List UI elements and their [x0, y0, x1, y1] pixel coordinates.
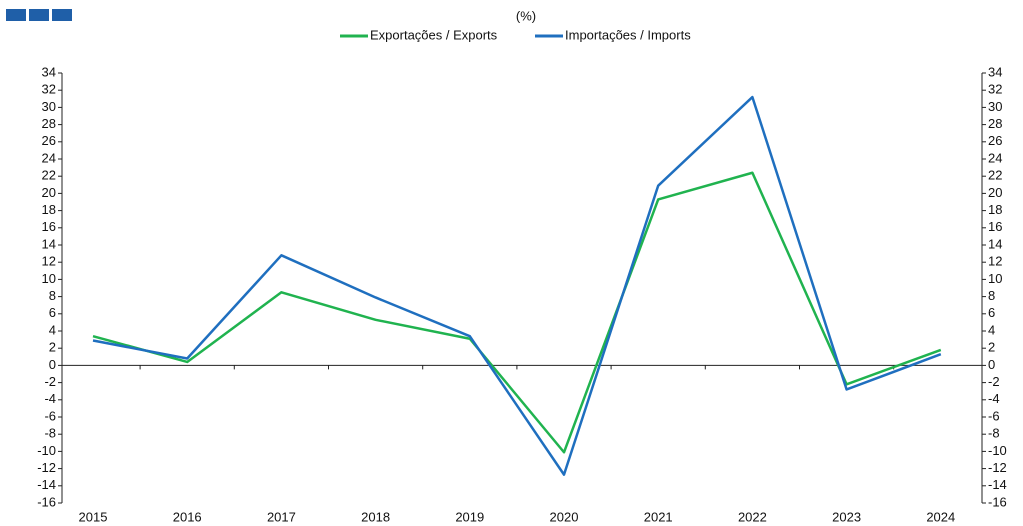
y2-tick-label: 0	[988, 357, 995, 372]
y-tick-label: 34	[42, 64, 56, 79]
y-tick-label: 10	[42, 271, 56, 286]
x-tick-label: 2018	[361, 509, 390, 524]
y-tick-label: 26	[42, 133, 56, 148]
y2-tick-label: -16	[988, 494, 1007, 509]
y2-tick-label: 16	[988, 219, 1002, 234]
line-series	[92, 171, 942, 454]
y-tick-label: 0	[49, 357, 56, 372]
y2-tick-label: -2	[988, 374, 1000, 389]
y-tick-label: 14	[42, 236, 56, 251]
logo-block	[52, 9, 72, 21]
y2-tick-label: 2	[988, 340, 995, 355]
y-tick-label: -4	[44, 391, 56, 406]
x-tick-label: 2017	[267, 509, 296, 524]
y-tick-label: 24	[42, 150, 56, 165]
y2-tick-label: -4	[988, 391, 1000, 406]
y-tick-label: 16	[42, 219, 56, 234]
legend-label: Exportações / Exports	[370, 27, 498, 42]
y2-tick-label: 20	[988, 185, 1002, 200]
y-tick-label: 20	[42, 185, 56, 200]
legend-label: Importações / Imports	[565, 27, 691, 42]
y2-tick-label: -10	[988, 443, 1007, 458]
y2-tick-label: 8	[988, 288, 995, 303]
y2-tick-label: 24	[988, 150, 1002, 165]
y2-tick-label: 26	[988, 133, 1002, 148]
y2-tick-label: 14	[988, 236, 1002, 251]
y-tick-label: -10	[37, 443, 56, 458]
x-tick-label: 2024	[926, 509, 955, 524]
y-tick-label: 8	[49, 288, 56, 303]
x-tick-label: 2022	[738, 509, 767, 524]
x-tick-label: 2016	[173, 509, 202, 524]
y-tick-label: 28	[42, 116, 56, 131]
y2-tick-label: -6	[988, 408, 1000, 423]
logo-block	[29, 9, 49, 21]
y2-tick-label: 32	[988, 82, 1002, 97]
y-tick-label: -16	[37, 494, 56, 509]
x-tick-label: 2020	[550, 509, 579, 524]
y-tick-label: 18	[42, 202, 56, 217]
chart-subtitle: (%)	[516, 8, 536, 23]
y2-tick-label: 12	[988, 254, 1002, 269]
y2-tick-label: -14	[988, 477, 1007, 492]
y-tick-label: 2	[49, 340, 56, 355]
y2-tick-label: 30	[988, 99, 1002, 114]
y-tick-label: -6	[44, 408, 56, 423]
x-tick-label: 2019	[455, 509, 484, 524]
y-tick-label: 32	[42, 82, 56, 97]
line-series	[92, 95, 942, 476]
y-tick-label: -8	[44, 426, 56, 441]
y-tick-label: -2	[44, 374, 56, 389]
x-tick-label: 2021	[644, 509, 673, 524]
y-tick-label: 30	[42, 99, 56, 114]
y2-tick-label: 18	[988, 202, 1002, 217]
y-tick-label: 6	[49, 305, 56, 320]
y2-tick-label: -12	[988, 460, 1007, 475]
y2-tick-label: 28	[988, 116, 1002, 131]
x-tick-label: 2023	[832, 509, 861, 524]
y-tick-label: -14	[37, 477, 56, 492]
x-tick-label: 2015	[79, 509, 108, 524]
y-tick-label: 22	[42, 168, 56, 183]
y2-tick-label: 6	[988, 305, 995, 320]
y2-tick-label: -8	[988, 426, 1000, 441]
y-tick-label: -12	[37, 460, 56, 475]
y-tick-label: 4	[49, 322, 56, 337]
y2-tick-label: 4	[988, 322, 995, 337]
y2-tick-label: 22	[988, 168, 1002, 183]
y2-tick-label: 34	[988, 64, 1002, 79]
y-tick-label: 12	[42, 254, 56, 269]
logo-block	[6, 9, 26, 21]
y2-tick-label: 10	[988, 271, 1002, 286]
